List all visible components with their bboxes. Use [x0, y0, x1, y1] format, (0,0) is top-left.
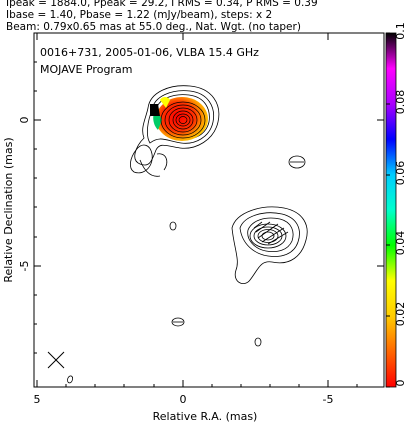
x-axis-label: Relative R.A. (mas) [153, 410, 258, 423]
xtick-label: 5 [34, 393, 41, 406]
jet-contours [231, 206, 308, 284]
xtick-label: -5 [323, 393, 334, 406]
colorbar-tick-label: 0.06 [394, 161, 407, 186]
core-emission [156, 97, 208, 141]
colorbar-tick-label: 0.04 [394, 231, 407, 256]
colorbar-tick-label: 0 [394, 380, 407, 387]
core-inner-contours [160, 101, 206, 139]
axis-ticks [34, 33, 384, 387]
xtick-label: 0 [180, 393, 187, 406]
y-axis-label: Relative Declination (mas) [2, 137, 15, 282]
colorbar-tick-label: 0.08 [394, 90, 407, 115]
header-line-3: Beam: 0.79x0.65 mas at 55.0 deg., Nat. W… [6, 21, 301, 33]
beam-symbol [47, 351, 65, 369]
ytick-label: 0 [18, 117, 31, 124]
header-line-2: Ibase = 1.40, Pbase = 1.22 (mJy/beam), s… [6, 9, 273, 21]
header-line-1: Ipeak = 1884.0, Ppeak = 29.2, I RMS = 0.… [6, 0, 318, 9]
plot-frame [33, 32, 385, 388]
plot-title-line-2: MOJAVE Program [40, 63, 132, 76]
ytick-label: -5 [18, 261, 31, 272]
colorbar-tick-label: 0.1 [394, 22, 407, 40]
core-edge-yellow [160, 97, 170, 108]
core-peak-black [150, 104, 160, 116]
colorbar [385, 32, 397, 388]
colorbar-ticks [386, 32, 390, 388]
image-area [47, 85, 308, 384]
plot-title-line-1: 0016+731, 2005-01-06, VLBA 15.4 GHz [40, 46, 259, 59]
colorbar-tick-label: 0.02 [394, 302, 407, 327]
noise-contours [67, 155, 306, 384]
